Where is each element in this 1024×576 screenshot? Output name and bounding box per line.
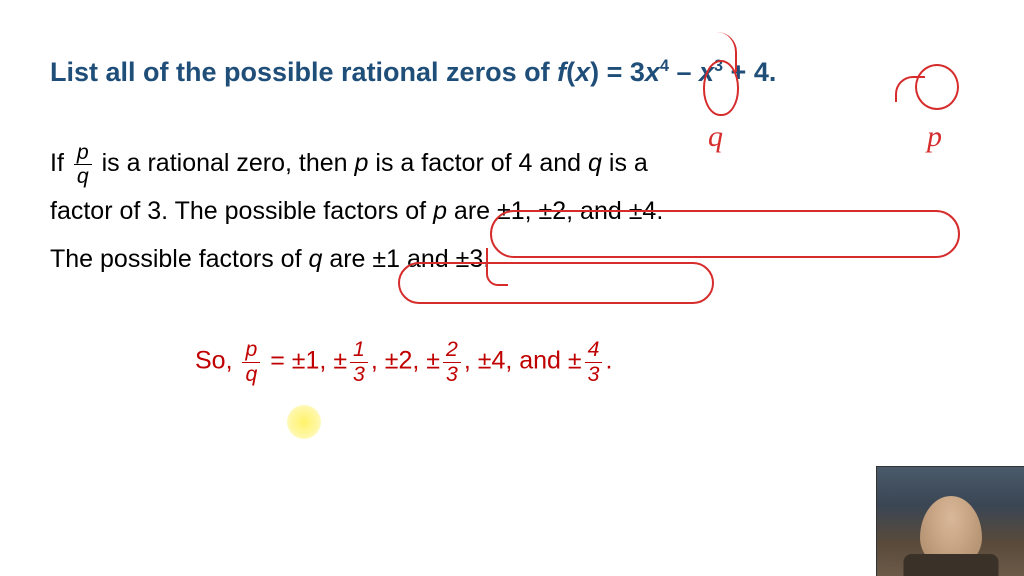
title-eq: = 3 [599,57,645,87]
body-p: p [355,149,369,177]
body-q: q [588,149,602,177]
ans-f3: 43 [585,338,603,386]
ans-f1: 13 [350,338,368,386]
ans-so: So, [195,347,239,375]
title-func: f [557,57,566,87]
body-text: If pq is a rational zero, then p is a fa… [50,140,974,283]
title-exp1: 4 [660,57,669,75]
webcam-overlay [876,466,1024,576]
body-l1b: is a factor of 4 and [368,149,588,177]
title-x1: x [645,57,660,87]
ans-eq: = ±1, ± [263,347,347,375]
title-minus: – [669,57,699,87]
body-l2a: factor of 3. The possible factors of [50,197,433,225]
ans-f2: 23 [443,338,461,386]
body-l3b: are ±1 and ±3. [322,245,490,273]
title-const: + 4. [723,57,776,87]
title-prefix: List all of the possible rational zeros … [50,57,557,87]
body-if: If [50,149,71,177]
slide-title: List all of the possible rational zeros … [50,55,974,90]
ans-frac-pq: pq [242,338,260,386]
title-var: x [575,57,590,87]
frac-pq: pq [74,141,92,189]
ans-end: . [605,347,612,375]
body-l2p: p [433,197,447,225]
title-exp2: 3 [714,57,723,75]
title-x2: x [699,57,714,87]
body-l2b: are ±1, ±2, and ±4. [447,197,663,225]
answer-line: So, pq = ±1, ±13, ±2, ±23, ±4, and ±43. [50,338,974,386]
body-l1c: is a [602,149,648,177]
body-l3a: The possible factors of [50,245,308,273]
ans-c2: , ±2, ± [371,347,440,375]
body-l3q: q [308,245,322,273]
cursor-highlight [287,405,321,439]
ans-c3: , ±4, and ± [464,347,582,375]
slide-container: List all of the possible rational zeros … [0,0,1024,386]
body-l1a: is a rational zero, then [95,149,355,177]
